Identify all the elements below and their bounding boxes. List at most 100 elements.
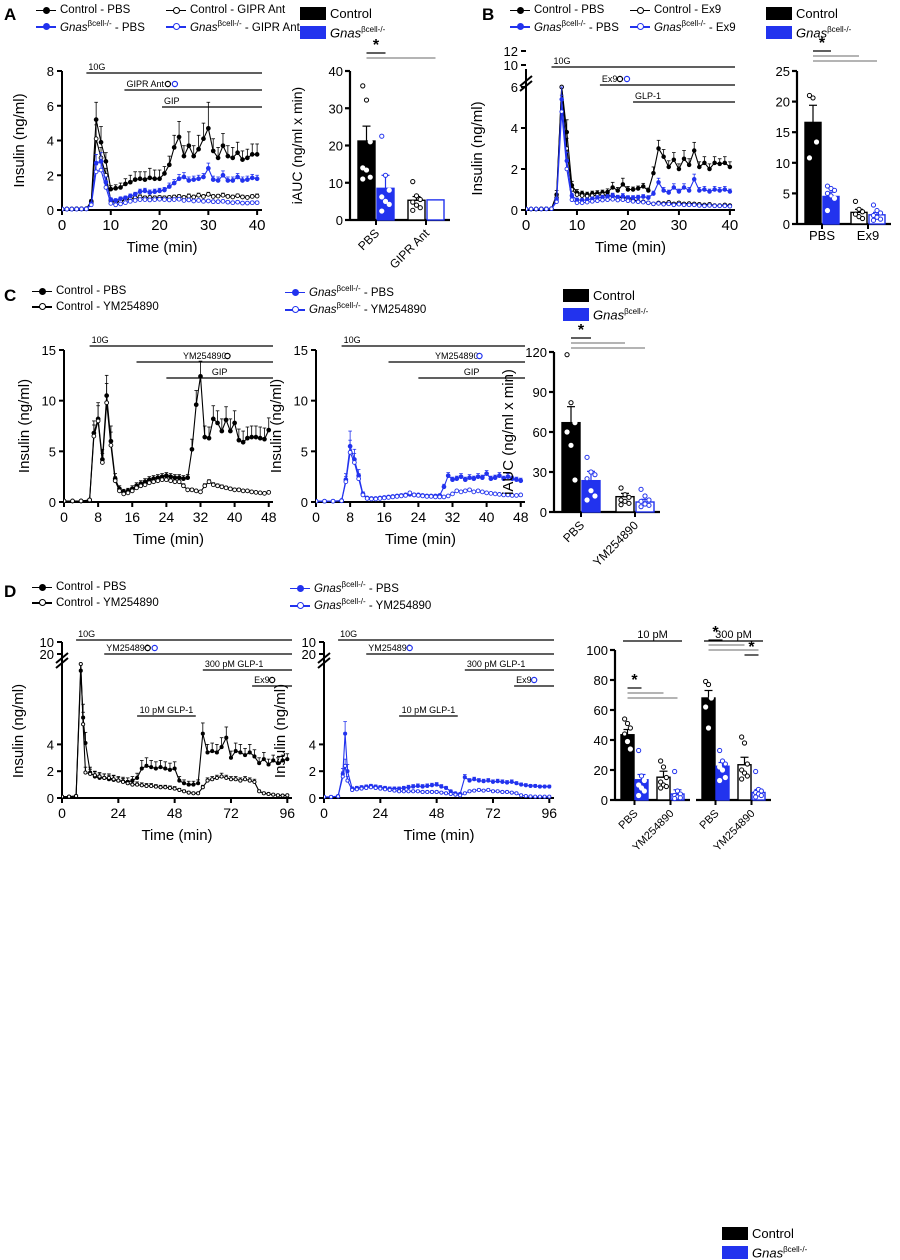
- svg-text:Time (min): Time (min): [595, 239, 666, 256]
- legend-item: Control: [300, 6, 385, 21]
- svg-text:8: 8: [47, 64, 54, 79]
- legend-item: Gnasβcell-/-: [563, 307, 648, 322]
- svg-text:10G: 10G: [92, 335, 109, 345]
- panel-a-line-chart: 0 2 4 6 8 0 10 20 30 40 Time (min) Insulin (ng/ml) 1…: [11, 62, 265, 256]
- svg-text:0: 0: [47, 791, 54, 806]
- svg-text:4: 4: [511, 121, 518, 136]
- svg-text:80: 80: [594, 673, 608, 688]
- svg-text:40: 40: [227, 509, 243, 525]
- svg-text:2: 2: [309, 764, 316, 779]
- svg-text:10: 10: [504, 58, 518, 73]
- swatch-control: [722, 1227, 748, 1240]
- svg-text:0: 0: [312, 509, 320, 525]
- legend-item: Control - PBS: [510, 4, 618, 17]
- legend-item: Gnasβcell-/- - PBS: [285, 284, 426, 299]
- swatch-control: [563, 289, 589, 302]
- svg-text:PBS: PBS: [355, 226, 382, 253]
- svg-text:YM254890: YM254890: [106, 643, 150, 653]
- svg-text:32: 32: [193, 509, 209, 525]
- svg-text:8: 8: [94, 509, 102, 525]
- svg-text:20: 20: [302, 647, 316, 662]
- panel-c-legend-mid: Gnasβcell-/- - PBS Gnasβcell-/- - YM2548…: [285, 284, 427, 317]
- svg-text:Ex9: Ex9: [516, 675, 532, 685]
- svg-text:5: 5: [301, 444, 308, 459]
- svg-text:PBS: PBS: [698, 808, 722, 832]
- svg-text:40: 40: [479, 509, 495, 525]
- line-marker-filled-blue: [510, 22, 530, 31]
- legend-label: Control - Ex9: [654, 4, 722, 16]
- legend-item: Control - PBS: [36, 4, 156, 17]
- line-marker-filled-black: [36, 6, 56, 15]
- legend-item: Gnasβcell-/- - GIPR Ant: [166, 18, 300, 34]
- svg-text:2: 2: [47, 168, 54, 183]
- legend-label: Control - YM254890: [56, 300, 159, 313]
- svg-text:Ex9: Ex9: [857, 228, 879, 243]
- svg-text:60: 60: [594, 703, 608, 718]
- svg-text:Insulin (ng/ml): Insulin (ng/ml): [10, 684, 27, 778]
- legend-item: Control: [722, 1226, 807, 1241]
- svg-text:Insulin (ng/ml): Insulin (ng/ml): [272, 684, 289, 778]
- svg-text:48: 48: [261, 509, 277, 525]
- line-marker-filled-black: [32, 287, 52, 296]
- line-marker-open-black: [32, 598, 52, 607]
- legend-label: Gnasβcell-/- - GIPR Ant: [190, 18, 300, 34]
- panel-d-legend-left: Control - PBS Control - YM254890: [32, 581, 159, 609]
- svg-text:4: 4: [47, 134, 54, 149]
- svg-text:48: 48: [429, 805, 445, 821]
- line-marker-filled-blue: [285, 288, 305, 297]
- legend-label: Gnasβcell-/- - PBS: [534, 18, 619, 34]
- svg-text:20: 20: [329, 139, 343, 154]
- svg-text:300 pM GLP-1: 300 pM GLP-1: [467, 659, 526, 669]
- legend-item: Gnasβcell-/- - PBS: [510, 18, 619, 34]
- panel-a-line-legend: Control - PBS Control - GIPR Ant Gnasβce…: [36, 4, 300, 34]
- svg-text:40: 40: [329, 64, 343, 79]
- svg-text:*: *: [373, 37, 380, 54]
- svg-text:30: 30: [671, 217, 688, 234]
- svg-text:0: 0: [301, 495, 308, 510]
- svg-text:0: 0: [60, 509, 68, 525]
- svg-text:PBS: PBS: [809, 228, 835, 243]
- legend-label: Gnasβcell-/- - PBS: [314, 580, 399, 595]
- legend-label: Control: [330, 6, 372, 21]
- svg-text:12: 12: [504, 44, 518, 59]
- legend-label: Control: [796, 6, 838, 21]
- svg-text:0: 0: [58, 217, 66, 234]
- legend-item: Control: [563, 288, 648, 303]
- legend-item: Control - PBS: [32, 285, 159, 298]
- svg-text:4: 4: [47, 737, 54, 752]
- svg-text:20: 20: [40, 647, 54, 662]
- svg-text:Ex9: Ex9: [602, 74, 618, 84]
- svg-text:120: 120: [525, 345, 547, 360]
- svg-text:0: 0: [309, 791, 316, 806]
- svg-text:5: 5: [783, 186, 790, 201]
- legend-item: Gnasβcell-/- - YM254890: [290, 598, 431, 612]
- panel-c-bar-legend: Control Gnasβcell-/-: [563, 288, 648, 322]
- legend-item: Gnasβcell-/- - PBS: [290, 580, 431, 595]
- svg-text:0: 0: [58, 805, 66, 821]
- line-marker-open-blue: [630, 22, 650, 31]
- legend-label: Gnasβcell-/- - YM254890: [309, 301, 427, 317]
- svg-text:*: *: [631, 672, 638, 689]
- legend-label: Gnasβcell-/-: [593, 307, 649, 323]
- svg-text:16: 16: [376, 509, 392, 525]
- svg-text:4: 4: [309, 737, 316, 752]
- legend-label: Gnasβcell-/-: [796, 25, 852, 41]
- svg-text:0: 0: [601, 793, 608, 808]
- svg-text:*: *: [578, 322, 585, 339]
- svg-text:*: *: [712, 624, 719, 641]
- svg-text:GIP: GIP: [464, 367, 480, 377]
- svg-text:0: 0: [336, 213, 343, 228]
- svg-text:Ex9: Ex9: [254, 675, 270, 685]
- svg-text:10: 10: [102, 217, 119, 234]
- svg-text:60: 60: [533, 425, 547, 440]
- panel-a: A Control - PBS Control - GIPR Ant Gnasβ…: [0, 0, 450, 272]
- legend-item: Control - PBS: [32, 581, 159, 594]
- swatch-knockout: [766, 26, 792, 40]
- line-marker-open-black: [32, 302, 52, 311]
- line-marker-open-blue: [166, 22, 186, 31]
- svg-text:PBS: PBS: [560, 518, 587, 545]
- panel-c-line-chart-control: 0 5 10 15 0 8 16 24 32 40 48 Time (min) Insulin (ng/…: [16, 335, 277, 548]
- svg-text:300 pM GLP-1: 300 pM GLP-1: [205, 659, 264, 669]
- svg-text:72: 72: [223, 805, 239, 821]
